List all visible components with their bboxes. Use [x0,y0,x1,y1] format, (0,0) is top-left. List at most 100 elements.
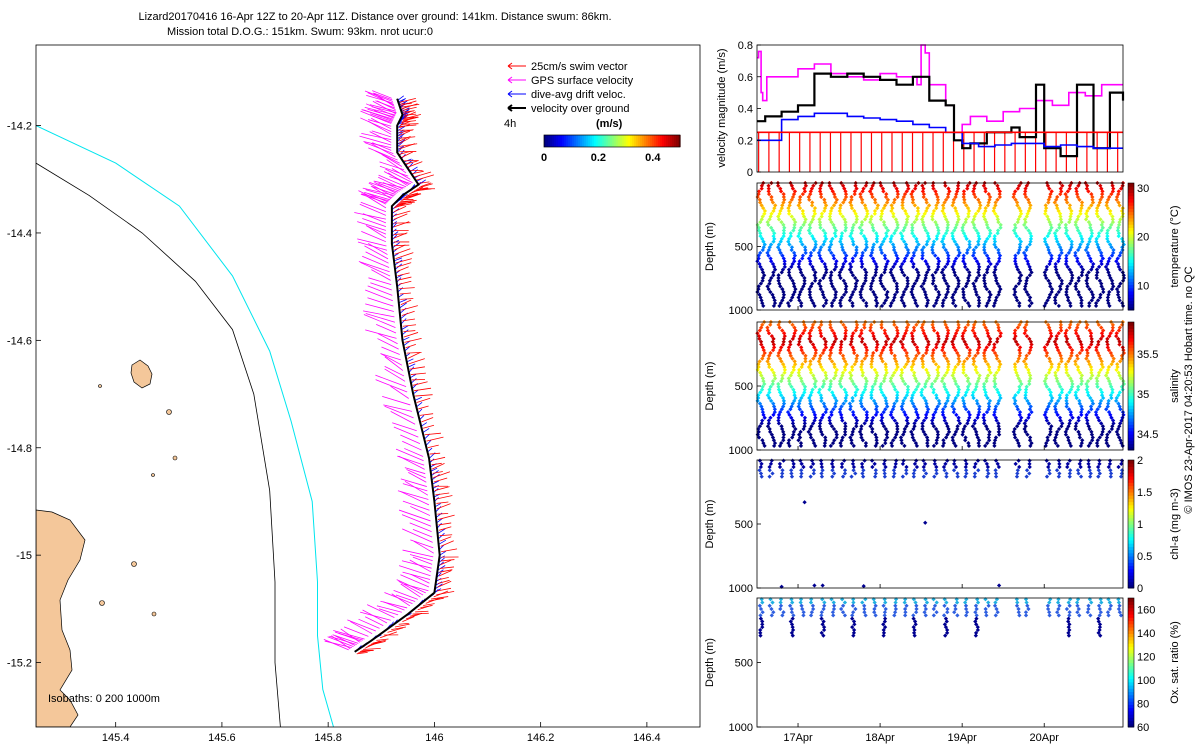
profile-point [936,231,941,236]
profile-point [758,281,764,286]
colorbar-cell [1128,414,1134,419]
gps-vector [384,405,414,419]
swim-vector [415,610,429,613]
swim-vector [399,136,416,139]
profile-point [807,289,813,295]
colorbar-cell [628,135,631,147]
swim-vector [436,503,451,510]
side-note: © IMOS 23-Apr-2017 04:20:53 Hobart time.… [1183,266,1195,513]
profile-point [901,292,906,297]
colorbar-cell [564,135,567,147]
map-y-tick-label: -14.8 [7,443,32,455]
colorbar-cell [1128,614,1134,618]
colorbar-cell [1128,485,1134,490]
profile-point [945,225,950,230]
gps-vector [329,635,357,645]
colorbar-label: Ox. sat. ratio (%) [1169,621,1181,704]
colorbar-tick-label: 0 [541,152,547,164]
profile-point [767,281,772,286]
profile-point [883,194,889,200]
profile-point [913,183,918,188]
swim-vector [403,113,422,120]
gps-vector [409,554,433,562]
colorbar-cell [590,135,593,147]
swim-vector [398,622,409,625]
map-y-ticks: -14.2 -14.4 -14.6 -14.8 -15 -15.2 [7,121,41,670]
colorbar-cell [656,135,659,147]
profile-point [781,231,787,236]
profile-point [963,284,969,289]
profile-point [977,301,982,306]
swim-vector [394,203,412,208]
time-tick-label: 20Apr [1030,732,1060,744]
gps-vector [366,94,394,104]
gps-vector [362,187,395,196]
profile-point [860,284,865,289]
gps-vector [380,600,408,609]
profile-point [755,259,760,264]
colorbar-cell [1128,498,1134,503]
drift-vector [393,257,403,262]
colorbar-cell [1128,678,1134,683]
swim-vector [394,244,406,251]
profile-point [879,208,885,214]
profile-point [913,186,918,191]
profile-point [976,239,981,244]
profile-point [895,194,900,200]
swim-vector [438,570,452,577]
colorbar-cell [1128,379,1134,384]
drift-vector [425,439,432,446]
profile-point [864,303,869,309]
colorbar-cell [1128,287,1134,292]
profile-points [755,180,1127,309]
profile-point [816,281,822,286]
profile-point [859,264,865,269]
gps-vector [369,104,397,112]
profile-point [757,197,762,202]
profile-point [829,270,834,275]
swim-vector [400,200,414,203]
profile-point [837,270,843,275]
profile-point [803,250,808,255]
gps-vector [376,324,397,334]
gps-vector [410,539,434,549]
profile-point [986,256,991,261]
profile-point [786,208,792,214]
profile-point [984,270,990,275]
colorbar-cell [568,135,571,147]
colorbar-cell [626,135,629,147]
profile-point [797,228,803,233]
profile-point [878,183,884,188]
islet [172,455,178,461]
swim-vector [404,337,422,343]
gps-vector [371,130,392,138]
profile-point [850,292,855,297]
colorbar-tick-label: 0.4 [645,152,661,164]
profile-point [860,261,865,267]
profile-point [879,281,884,286]
gps-vector [402,571,431,580]
profile-point [923,292,928,297]
profile-point [758,233,763,239]
colorbar-cell [1128,246,1134,251]
profile-point [881,219,887,225]
colorbar-cell [1128,488,1134,493]
profile-point [934,206,939,211]
colorbar-units: (m/s) [596,118,623,130]
map-y-tick-label: -14.4 [7,228,32,240]
profile-point [824,298,829,303]
profile-point [833,200,838,205]
profile-point [842,197,847,202]
colorbar-cell [1128,243,1134,247]
swim-vector [407,193,421,196]
profile-point [839,295,845,300]
swim-vector [441,559,455,562]
profile-point [868,284,874,289]
colorbar-cell [562,135,565,147]
profile-point [943,247,948,253]
swim-vector [376,638,389,641]
profile-point [859,256,864,261]
profile-point [967,245,972,250]
profile-point [796,233,801,239]
profile-point [850,256,855,261]
